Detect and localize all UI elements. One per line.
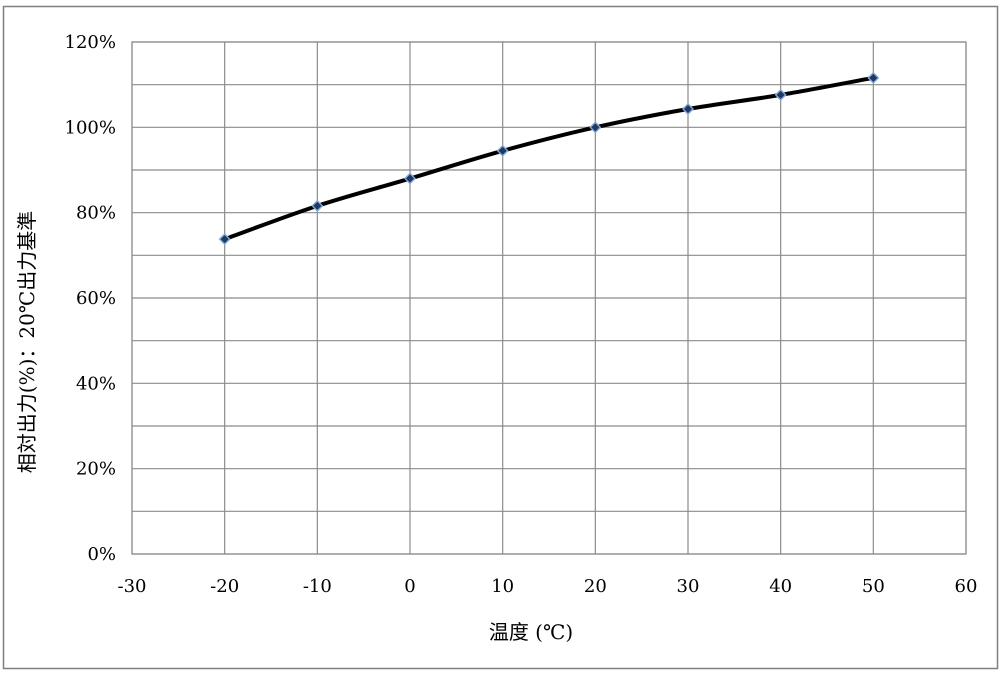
x-tick-label: -10 [303, 576, 332, 597]
data-point-marker [404, 172, 416, 185]
x-tick-label: 50 [862, 576, 885, 597]
plot-area-border [131, 41, 967, 555]
y-tick-label: 0% [87, 544, 116, 565]
y-tick-label: 40% [76, 373, 116, 394]
y-tick-label: 100% [65, 117, 116, 138]
y-tick-labels: 0% 20% 40% 60% 80% 100% 120% [65, 32, 116, 565]
data-point-marker [682, 102, 694, 115]
x-tick-label: -30 [118, 576, 147, 597]
y-tick-label: 60% [76, 288, 116, 309]
data-point-marker [589, 121, 602, 134]
outer-frame [2, 5, 999, 670]
x-tick-label: -20 [210, 576, 239, 597]
data-point-marker [867, 71, 880, 84]
x-tick-label: 0 [404, 576, 415, 597]
x-tick-label: 40 [769, 576, 792, 597]
x-axis-title: 温度 (℃) [489, 620, 573, 644]
y-tick-label: 80% [76, 203, 116, 224]
series-line-path [222, 75, 876, 242]
series-line [222, 75, 876, 242]
x-tick-label: 60 [955, 576, 978, 597]
series-markers [218, 71, 880, 246]
data-point-marker [496, 144, 509, 157]
x-tick-label: 20 [584, 576, 607, 597]
data-point-marker [311, 199, 324, 212]
data-point-marker [774, 88, 787, 101]
x-tick-label: 10 [491, 576, 514, 597]
x-tick-labels: -30 -20 -10 0 10 20 30 40 50 60 [118, 576, 978, 597]
y-axis-title: 相対出力(%)：20℃出力基準 [15, 211, 39, 473]
y-tick-label: 20% [76, 459, 116, 480]
data-point-marker [218, 233, 231, 246]
x-tick-label: 30 [677, 576, 700, 597]
y-tick-label: 120% [65, 32, 116, 53]
gridlines [131, 41, 967, 555]
